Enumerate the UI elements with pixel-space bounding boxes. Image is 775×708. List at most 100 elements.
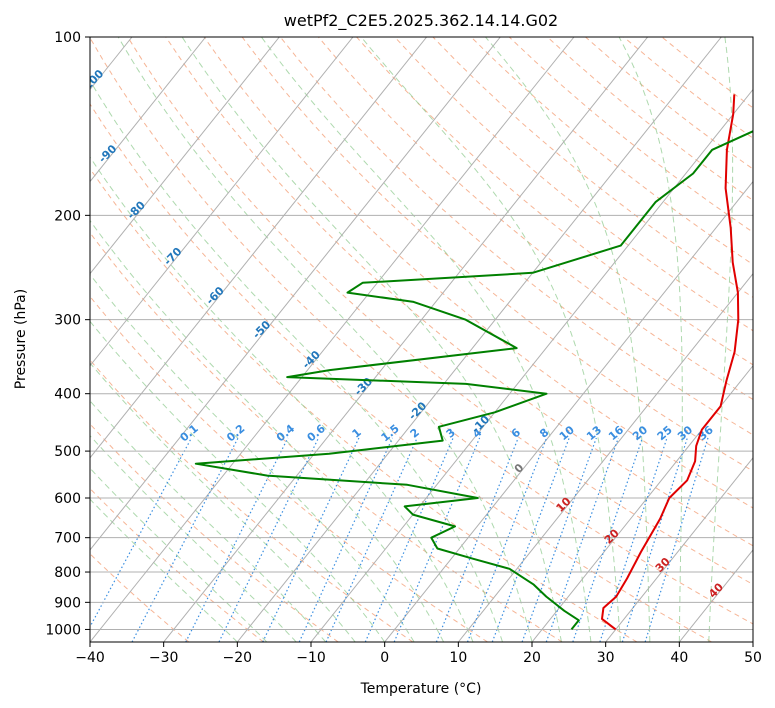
mixing-ratio-line <box>521 437 597 642</box>
moist-adiabat-line <box>360 37 621 642</box>
dry-adiabat-line <box>432 37 753 298</box>
dry-adiabat-line <box>90 167 638 642</box>
moist-adiabat-line <box>485 37 651 642</box>
dry-adiabat-line <box>394 37 753 332</box>
isotherm-line <box>457 272 753 642</box>
mixing-ratio-line <box>435 437 519 642</box>
isotherm-label: -80 <box>125 198 148 221</box>
moist-adiabat-line <box>260 37 592 642</box>
isotherm-line <box>163 37 649 642</box>
isotherm-line <box>0 37 58 642</box>
temperature-profile-line <box>601 94 740 631</box>
mixing-ratio-label: 0.1 <box>178 422 201 444</box>
isotherm-line <box>384 180 753 642</box>
dry-adiabat-line <box>90 423 339 642</box>
x-tick-label: 20 <box>523 650 541 666</box>
dry-adiabat-line <box>90 553 190 642</box>
x-tick-label: −30 <box>149 650 179 666</box>
isotherm-label: 0 <box>512 461 527 476</box>
y-tick-label: 800 <box>54 565 81 581</box>
isotherm-label: -20 <box>406 399 429 422</box>
plot-frame <box>89 36 754 643</box>
mixing-ratio-label: 16 <box>606 423 626 443</box>
dry-adiabat-line <box>547 37 753 201</box>
moist-adiabat-line <box>90 273 415 642</box>
isotherm-label: -70 <box>161 245 184 268</box>
isotherm-line <box>310 88 753 642</box>
mixing-ratio-line <box>325 437 418 642</box>
dry-adiabat-line <box>318 37 753 401</box>
isotherm-line <box>90 37 354 367</box>
x-tick-label: 0 <box>380 650 389 666</box>
y-tick-label: 100 <box>54 30 81 46</box>
dry-adiabat-line <box>90 487 264 642</box>
x-tick-label: −40 <box>75 650 105 666</box>
mixing-ratio-line <box>298 437 394 642</box>
mixing-ratio-label: 25 <box>655 423 675 443</box>
moist-adiabat-line <box>90 320 386 642</box>
x-axis-label: Temperature (°C) <box>360 681 482 697</box>
y-tick-label: 400 <box>54 387 81 403</box>
y-tick-label: 200 <box>54 208 81 224</box>
moist-adiabat-line <box>90 156 474 642</box>
isotherm-line <box>531 364 753 642</box>
isotherm-label: 40 <box>706 580 726 600</box>
dry-adiabat-line <box>90 231 563 642</box>
mixing-ratio-line <box>364 437 454 642</box>
moist-adiabat-line <box>708 37 734 642</box>
isotherm-line <box>90 37 501 551</box>
isotherm-label: 20 <box>602 526 622 546</box>
y-tick-label: 1000 <box>45 622 81 638</box>
mixing-ratio-label: 3 <box>444 426 458 441</box>
x-tick-label: 50 <box>744 650 762 666</box>
mixing-ratio-label: 0.4 <box>274 422 298 445</box>
x-tick-label: 10 <box>449 650 467 666</box>
mixing-ratio-line <box>545 437 619 642</box>
mixing-ratio-label: 30 <box>675 423 695 443</box>
dry-adiabat-line <box>203 37 753 509</box>
mixing-ratio-label: 2 <box>408 426 422 441</box>
isotherm-label: -60 <box>204 284 227 307</box>
x-tick-label: −10 <box>296 650 326 666</box>
isotherm-line <box>90 37 575 642</box>
chart-title: wetPf2_C2E5.2025.362.14.14.G02 <box>284 11 558 31</box>
isotherm-line <box>90 37 280 275</box>
dry-adiabat-line <box>127 37 753 586</box>
mixing-ratio-label: 8 <box>537 426 551 441</box>
moist-adiabat-line <box>181 37 562 642</box>
dry-adiabat-line <box>90 103 712 642</box>
isotherm-line <box>236 37 722 642</box>
isotherm-label: -90 <box>96 142 119 165</box>
mixing-ratio-line <box>393 437 481 642</box>
y-axis-label: Pressure (hPa) <box>13 289 29 389</box>
dry-adiabat-line <box>356 37 753 366</box>
mixing-ratio-label: 13 <box>584 423 604 443</box>
moist-adiabat-line <box>618 37 683 642</box>
x-tick-label: 40 <box>670 650 688 666</box>
isotherm-label: -30 <box>352 375 375 398</box>
isotherm-line <box>90 37 428 459</box>
mixing-ratio-label: 0.2 <box>224 422 247 444</box>
mixing-ratio-label: 20 <box>630 423 650 443</box>
dry-adiabat-line <box>90 295 488 642</box>
dry-adiabat-line <box>90 37 753 625</box>
y-tick-label: 900 <box>54 595 81 611</box>
mixing-ratio-line <box>466 437 548 642</box>
moist-adiabat-line <box>90 219 445 642</box>
isotherm-label: -40 <box>300 348 323 371</box>
mixing-ratio-line <box>491 437 570 642</box>
y-tick-label: 700 <box>54 531 81 547</box>
isotherm-line <box>605 457 753 642</box>
isotherm-line <box>90 37 207 183</box>
mixing-ratio-line <box>185 437 289 642</box>
dry-adiabat-line <box>470 37 753 266</box>
mixing-ratio-label: 1 <box>350 426 364 441</box>
moist-adiabat-line <box>90 498 238 642</box>
mixing-ratio-label: 10 <box>557 423 577 443</box>
moist-adiabat-line <box>90 435 297 642</box>
isotherm-line <box>678 549 753 642</box>
isotherm-label: -100 <box>78 67 107 96</box>
mixing-ratio-line <box>262 437 360 642</box>
x-tick-label: 30 <box>597 650 615 666</box>
